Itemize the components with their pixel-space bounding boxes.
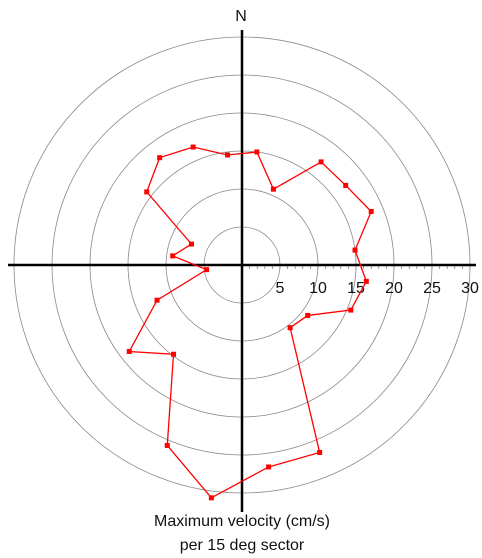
point [368, 208, 374, 214]
r-tick-label: 10 [309, 280, 327, 297]
caption: per 15 deg sector [180, 537, 305, 554]
point [157, 155, 163, 161]
point [204, 267, 210, 273]
point [170, 253, 176, 259]
point [208, 495, 214, 501]
point [144, 189, 150, 195]
r-tick-label: 5 [276, 280, 285, 297]
point [188, 241, 194, 247]
point [225, 152, 231, 158]
point [171, 351, 177, 357]
point [317, 449, 323, 455]
r-tick-label: 30 [461, 280, 479, 297]
point [154, 297, 160, 303]
point [287, 325, 293, 331]
point [305, 312, 311, 318]
r-tick-label: 20 [385, 280, 403, 297]
point [352, 247, 358, 253]
caption: Maximum velocity (cm/s) [154, 513, 330, 530]
point [126, 349, 132, 355]
r-tick-label: 25 [423, 280, 441, 297]
north-label: N [235, 8, 247, 25]
point [318, 159, 324, 165]
point [348, 307, 354, 313]
point [266, 464, 272, 470]
point [343, 182, 349, 188]
point [270, 186, 276, 192]
point [190, 144, 196, 150]
point [164, 442, 170, 448]
point [254, 149, 260, 155]
point [363, 278, 369, 284]
